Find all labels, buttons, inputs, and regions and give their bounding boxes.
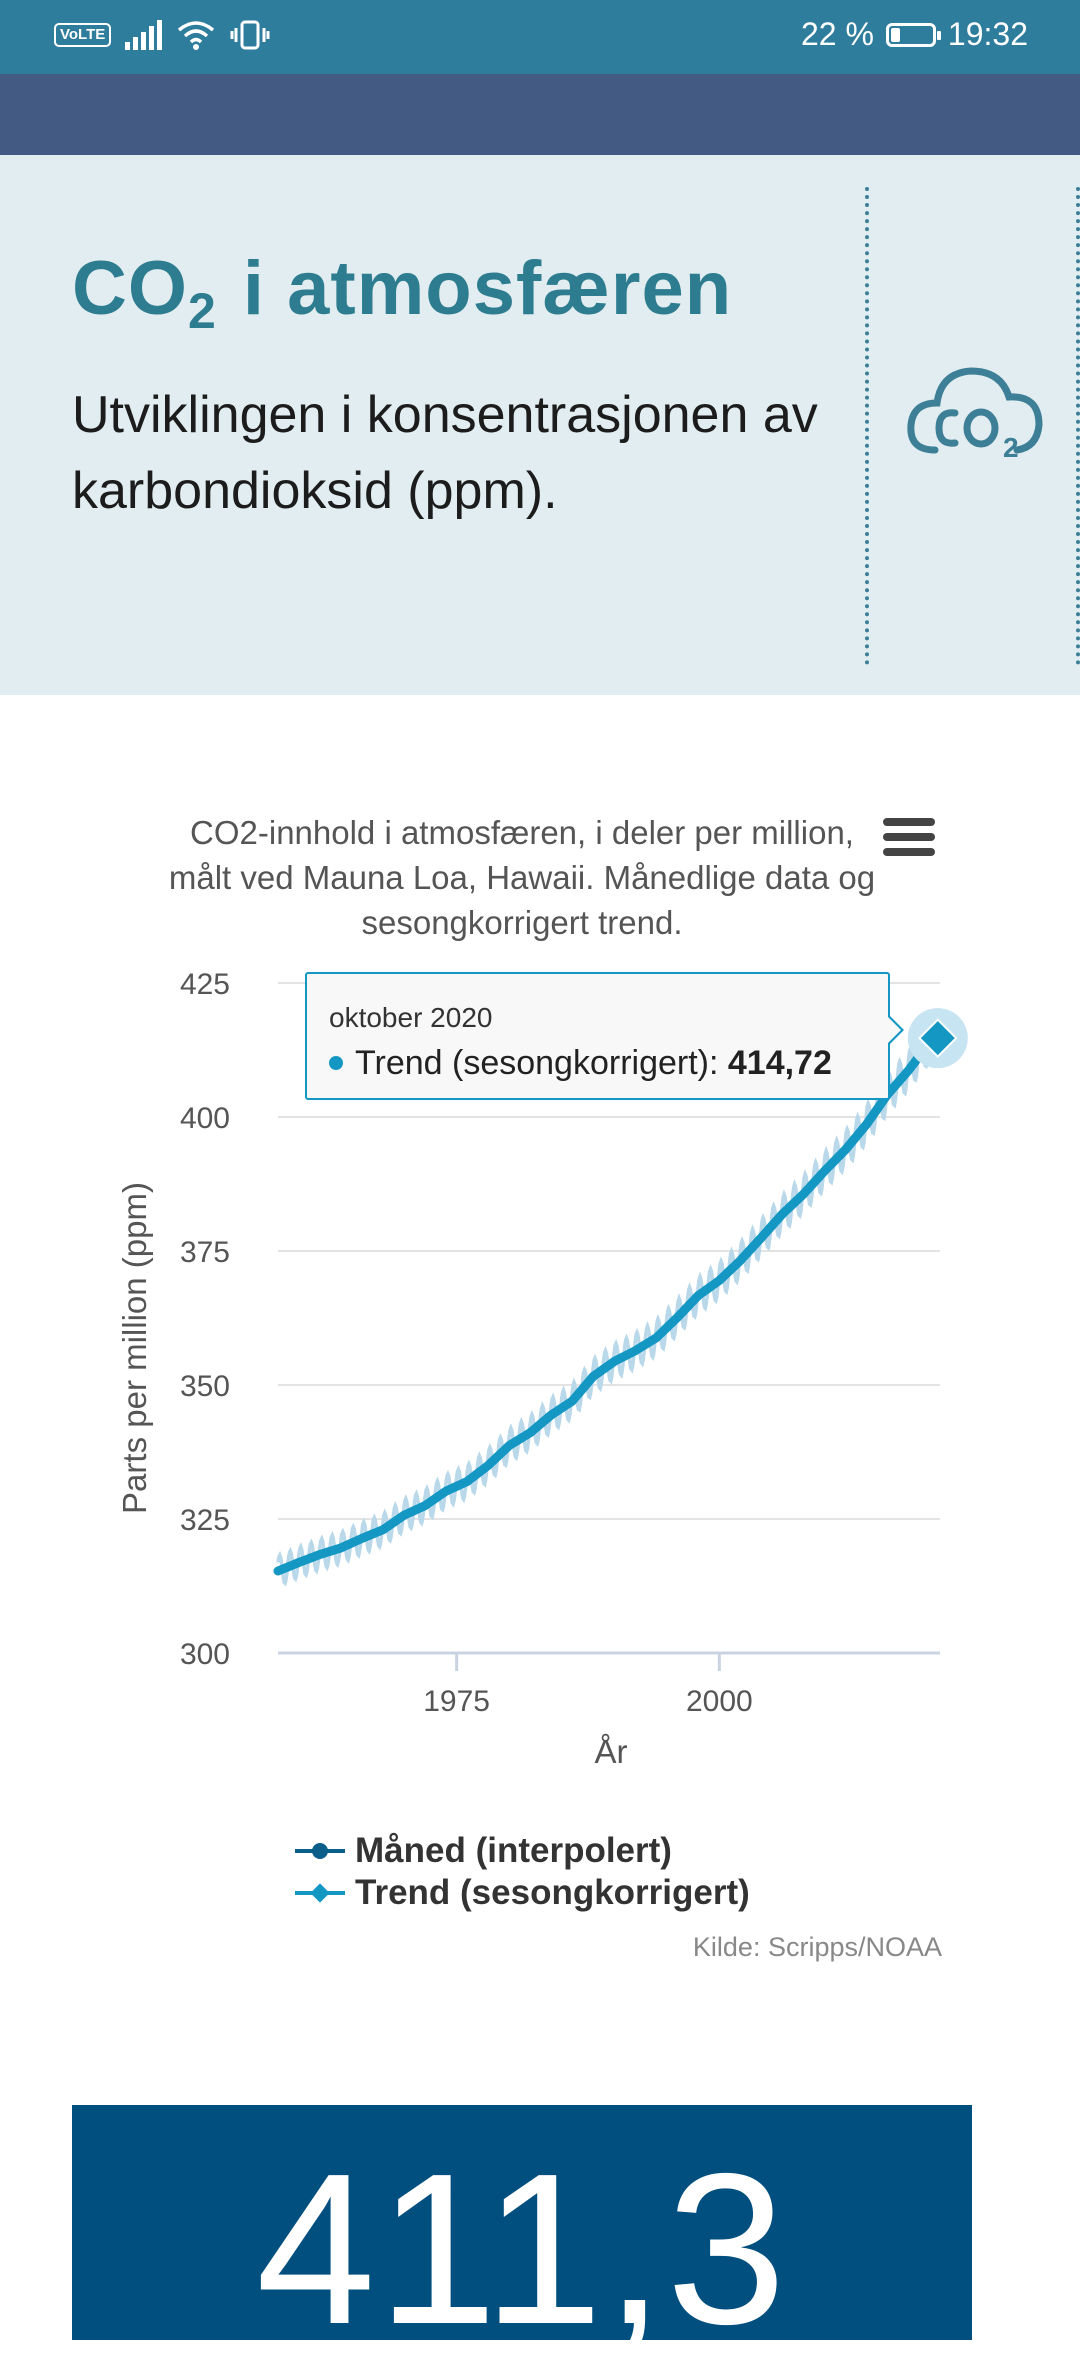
divider [1076, 187, 1080, 665]
chart-tooltip: oktober 2020 Trend (sesongkorrigert): 41… [305, 972, 904, 1100]
co2-line-chart[interactable]: 300 325 350 375 400 425 1975 2000 År Parts per mi… [0, 780, 1080, 1980]
y-tick-label: 350 [180, 1370, 230, 1403]
hamburger-menu-icon[interactable] [883, 818, 935, 860]
y-tick-label: 400 [180, 1102, 230, 1135]
y-tick-label: 300 [180, 1638, 230, 1671]
monthly-series-line [276, 1017, 940, 1587]
clock: 19:32 [947, 16, 1028, 52]
x-tick-label: 1975 [423, 1685, 490, 1718]
legend-item-trend[interactable]: Trend (sesongkorrigert) [295, 1872, 750, 1914]
page-title: CO2 i atmosfæren [72, 246, 733, 339]
volte-icon: VoLTE [54, 23, 112, 47]
svg-text:2: 2 [1003, 432, 1019, 463]
divider [865, 187, 869, 665]
current-value-box: 411,3 [72, 2105, 972, 2369]
signal-icon [125, 20, 163, 50]
tooltip-value-line: Trend (sesongkorrigert): 414,72 [329, 1044, 832, 1083]
chart-legend: Måned (interpolert) Trend (sesongkorrige… [295, 1830, 750, 1914]
tooltip-date: oktober 2020 [329, 1002, 493, 1033]
y-tick-label: 325 [180, 1504, 230, 1537]
chart-container: 300 325 350 375 400 425 1975 2000 År Parts per mi… [0, 780, 1080, 1980]
wifi-icon [178, 21, 215, 50]
x-axis-title: År [595, 1733, 628, 1770]
legend-label: Trend (sesongkorrigert) [355, 1873, 750, 1912]
page-subtitle: Utviklingen i konsentrasjonen av karbond… [72, 386, 818, 520]
co2-cloud-icon: 2 [907, 367, 1043, 463]
x-tick-label: 2000 [686, 1685, 753, 1718]
tooltip-series-label: Trend (sesongkorrigert): [355, 1044, 728, 1082]
legend-item-monthly[interactable]: Måned (interpolert) [295, 1830, 750, 1872]
series-dot-icon [329, 1056, 343, 1070]
tooltip-value: 414,72 [727, 1044, 832, 1082]
y-tick-label: 375 [180, 1236, 230, 1269]
y-axis-title: Parts per million (ppm) [116, 1182, 153, 1514]
y-tick-label: 425 [180, 968, 230, 1001]
chart-source[interactable]: Kilde: Scripps/NOAA [692, 1932, 942, 1962]
current-value: 411,3 [255, 2128, 789, 2369]
battery-percent: 22 % [800, 16, 874, 52]
legend-diamond-icon [295, 1878, 345, 1908]
trend-series-line [273, 1033, 943, 1576]
nav-bar [0, 74, 1080, 155]
legend-circle-icon [295, 1836, 345, 1866]
vibrate-icon [230, 20, 270, 50]
chart-title: CO2-innhold i atmosfæren, i deler per mi… [168, 814, 876, 941]
status-bar: VoLTE 22 % 19:32 [0, 0, 1080, 74]
hero-panel: CO2 i atmosfæren Utviklingen i konsentra… [0, 155, 1080, 695]
battery-icon [885, 22, 941, 47]
legend-label: Måned (interpolert) [355, 1831, 672, 1870]
hover-point-diamond [917, 1018, 958, 1058]
